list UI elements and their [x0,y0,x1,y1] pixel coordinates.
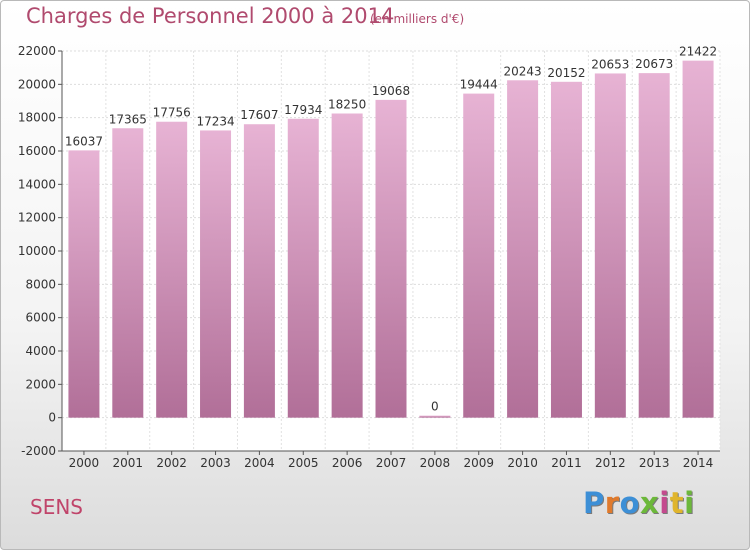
y-tick-label: 8000 [25,277,56,291]
data-label: 20243 [504,64,542,78]
y-tick-label: 6000 [25,311,56,325]
y-tick-label: -2000 [21,444,56,458]
data-label: 17234 [196,114,234,128]
bar-2004 [243,124,275,418]
data-label: 20653 [591,57,629,71]
bar-2010 [507,80,539,418]
bar-2006 [331,113,363,418]
data-label: 17934 [284,103,322,117]
data-label: 17756 [153,106,191,120]
city-name: SENS [30,495,83,519]
y-tick-label: 12000 [18,211,56,225]
x-tick-label: 2005 [288,456,319,470]
chart-title: Charges de Personnel 2000 à 2014 [26,4,395,28]
x-tick-label: 2007 [376,456,407,470]
bar-2001 [112,128,144,418]
bar-2000 [68,150,100,418]
data-label: 0 [431,400,439,414]
data-label: 20152 [547,66,585,80]
x-tick-label: 2001 [113,456,144,470]
x-tick-label: 2008 [420,456,451,470]
x-tick-label: 2013 [639,456,670,470]
bar-2009 [463,93,495,418]
data-label: 17365 [109,112,147,126]
x-tick-label: 2004 [244,456,275,470]
data-label: 17607 [240,108,278,122]
bar-2011 [550,81,582,418]
data-label: 16037 [65,134,103,148]
x-tick-label: 2003 [200,456,231,470]
y-tick-label: 14000 [18,177,56,191]
y-tick-label: 4000 [25,344,56,358]
y-tick-label: 10000 [18,244,56,258]
x-tick-label: 2009 [463,456,494,470]
data-label: 18250 [328,98,366,112]
y-tick-label: 0 [48,411,56,425]
data-label: 19068 [372,84,410,98]
bar-2003 [200,130,232,418]
x-tick-label: 2010 [507,456,538,470]
data-label: 19444 [460,78,498,92]
x-tick-label: 2006 [332,456,363,470]
y-tick-label: 22000 [18,44,56,58]
bar-2007 [375,99,407,418]
data-label: 20673 [635,57,673,71]
bar-2005 [287,118,319,418]
bar-2012 [594,73,626,418]
bar-2002 [156,121,188,418]
data-label: 21422 [679,45,717,59]
y-tick-label: 18000 [18,111,56,125]
y-tick-label: 2000 [25,377,56,391]
y-tick-label: 20000 [18,77,56,91]
y-tick-label: 16000 [18,144,56,158]
x-tick-label: 2014 [683,456,714,470]
bar-2008 [419,415,451,418]
bar-2014 [682,60,714,418]
x-tick-label: 2000 [69,456,100,470]
x-tick-label: 2012 [595,456,626,470]
x-tick-label: 2011 [551,456,582,470]
x-tick-label: 2002 [156,456,187,470]
bar-2013 [638,73,670,418]
proxiti-logo: Proxiti [583,486,695,520]
chart-subtitle: (en milliers d'€) [370,12,465,26]
